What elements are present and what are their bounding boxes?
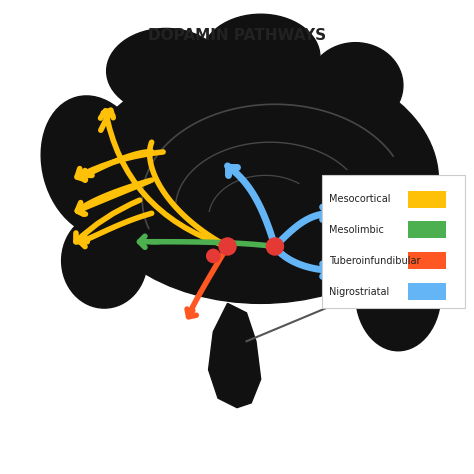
FancyArrowPatch shape <box>323 207 329 219</box>
Circle shape <box>266 238 283 255</box>
Circle shape <box>219 238 236 255</box>
FancyArrowPatch shape <box>77 181 149 214</box>
FancyBboxPatch shape <box>408 191 446 208</box>
Text: Tuberoinfundibular: Tuberoinfundibular <box>329 255 421 266</box>
FancyBboxPatch shape <box>322 175 465 308</box>
Circle shape <box>207 249 220 263</box>
Text: Mesolimbic: Mesolimbic <box>329 225 384 235</box>
FancyArrowPatch shape <box>323 264 329 276</box>
FancyArrowPatch shape <box>139 236 158 247</box>
Text: DOPAMIN PATHWAYS: DOPAMIN PATHWAYS <box>148 28 326 44</box>
FancyArrowPatch shape <box>77 152 163 180</box>
Ellipse shape <box>62 213 147 308</box>
Ellipse shape <box>201 14 320 100</box>
FancyArrowPatch shape <box>80 171 92 180</box>
Text: Nigrostriatal: Nigrostriatal <box>329 286 390 297</box>
Ellipse shape <box>83 57 438 303</box>
FancyArrowPatch shape <box>101 110 113 130</box>
Ellipse shape <box>308 43 403 128</box>
FancyArrowPatch shape <box>76 200 140 242</box>
Polygon shape <box>209 303 261 408</box>
Ellipse shape <box>356 237 441 351</box>
FancyBboxPatch shape <box>408 283 446 300</box>
Text: Mesocortical: Mesocortical <box>329 194 391 204</box>
FancyArrowPatch shape <box>187 309 196 317</box>
FancyArrowPatch shape <box>77 205 83 214</box>
FancyArrowPatch shape <box>228 166 237 175</box>
FancyBboxPatch shape <box>408 252 446 269</box>
Ellipse shape <box>107 28 225 114</box>
FancyArrowPatch shape <box>80 237 87 246</box>
Ellipse shape <box>41 96 148 236</box>
FancyBboxPatch shape <box>408 221 446 238</box>
FancyArrowPatch shape <box>100 111 225 246</box>
